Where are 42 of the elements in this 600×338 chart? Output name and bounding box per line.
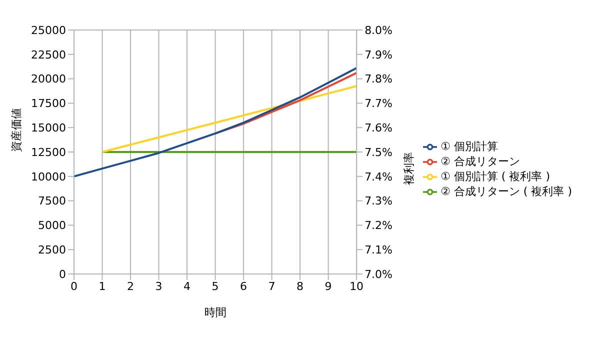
y-axis-title: 資産価値 <box>10 108 23 152</box>
x-tick-label: 10 <box>350 280 364 293</box>
legend-label: ② 合成リターン ( 複利率 ) <box>440 185 572 198</box>
x-tick-label: 6 <box>240 280 248 293</box>
y-tick-label: 0 <box>59 268 66 281</box>
x-tick-label: 9 <box>324 280 332 293</box>
legend-label: ② 合成リターン <box>440 155 520 168</box>
x-axis-title: 時間 <box>204 306 226 319</box>
x-tick-label: 3 <box>155 280 162 293</box>
y2-tick-label: 7.7% <box>364 97 393 110</box>
y-tick-label: 15000 <box>31 122 66 135</box>
line-series <box>101 85 357 153</box>
y2-axis-title: 複利率 <box>402 152 416 185</box>
y-tick-label: 22500 <box>31 48 66 62</box>
y-tick-label: 25000 <box>31 24 66 37</box>
y-tick-label: 20000 <box>31 72 66 86</box>
y-tick-label: 10000 <box>31 170 66 184</box>
y2-tick-label: 7.2% <box>364 219 393 232</box>
y2-tick-label: 7.1% <box>364 244 393 257</box>
y2-tick-label: 7.6% <box>364 122 393 135</box>
y2-tick-label: 8.0% <box>364 24 393 37</box>
y2-tick-label: 7.3% <box>364 194 393 208</box>
x-tick-label: 1 <box>98 280 106 293</box>
y-tick-label: 17500 <box>31 97 66 110</box>
x-tick-label: 0 <box>70 280 78 293</box>
y2-tick-label: 7.5% <box>364 146 393 159</box>
y-tick-label: 5000 <box>38 219 66 232</box>
legend-label: ① 個別計算 ( 複利率 ) <box>440 170 550 183</box>
y-tick-label: 12500 <box>31 146 66 159</box>
x-tick-label: 5 <box>212 280 219 293</box>
y-tick-label: 7500 <box>38 194 66 208</box>
legend-label: ① 個別計算 <box>440 140 498 153</box>
y-tick-label: 2500 <box>38 244 66 257</box>
y2-tick-label: 7.9% <box>364 48 393 62</box>
x-tick-label: 2 <box>127 280 134 293</box>
x-tick-label: 8 <box>296 280 304 293</box>
y2-tick-label: 7.0% <box>364 268 393 281</box>
y2-tick-label: 7.4% <box>364 170 393 184</box>
y2-tick-label: 7.8% <box>364 72 393 86</box>
x-tick-label: 4 <box>184 280 191 293</box>
x-tick-label: 7 <box>268 280 276 293</box>
line-series <box>74 67 357 178</box>
